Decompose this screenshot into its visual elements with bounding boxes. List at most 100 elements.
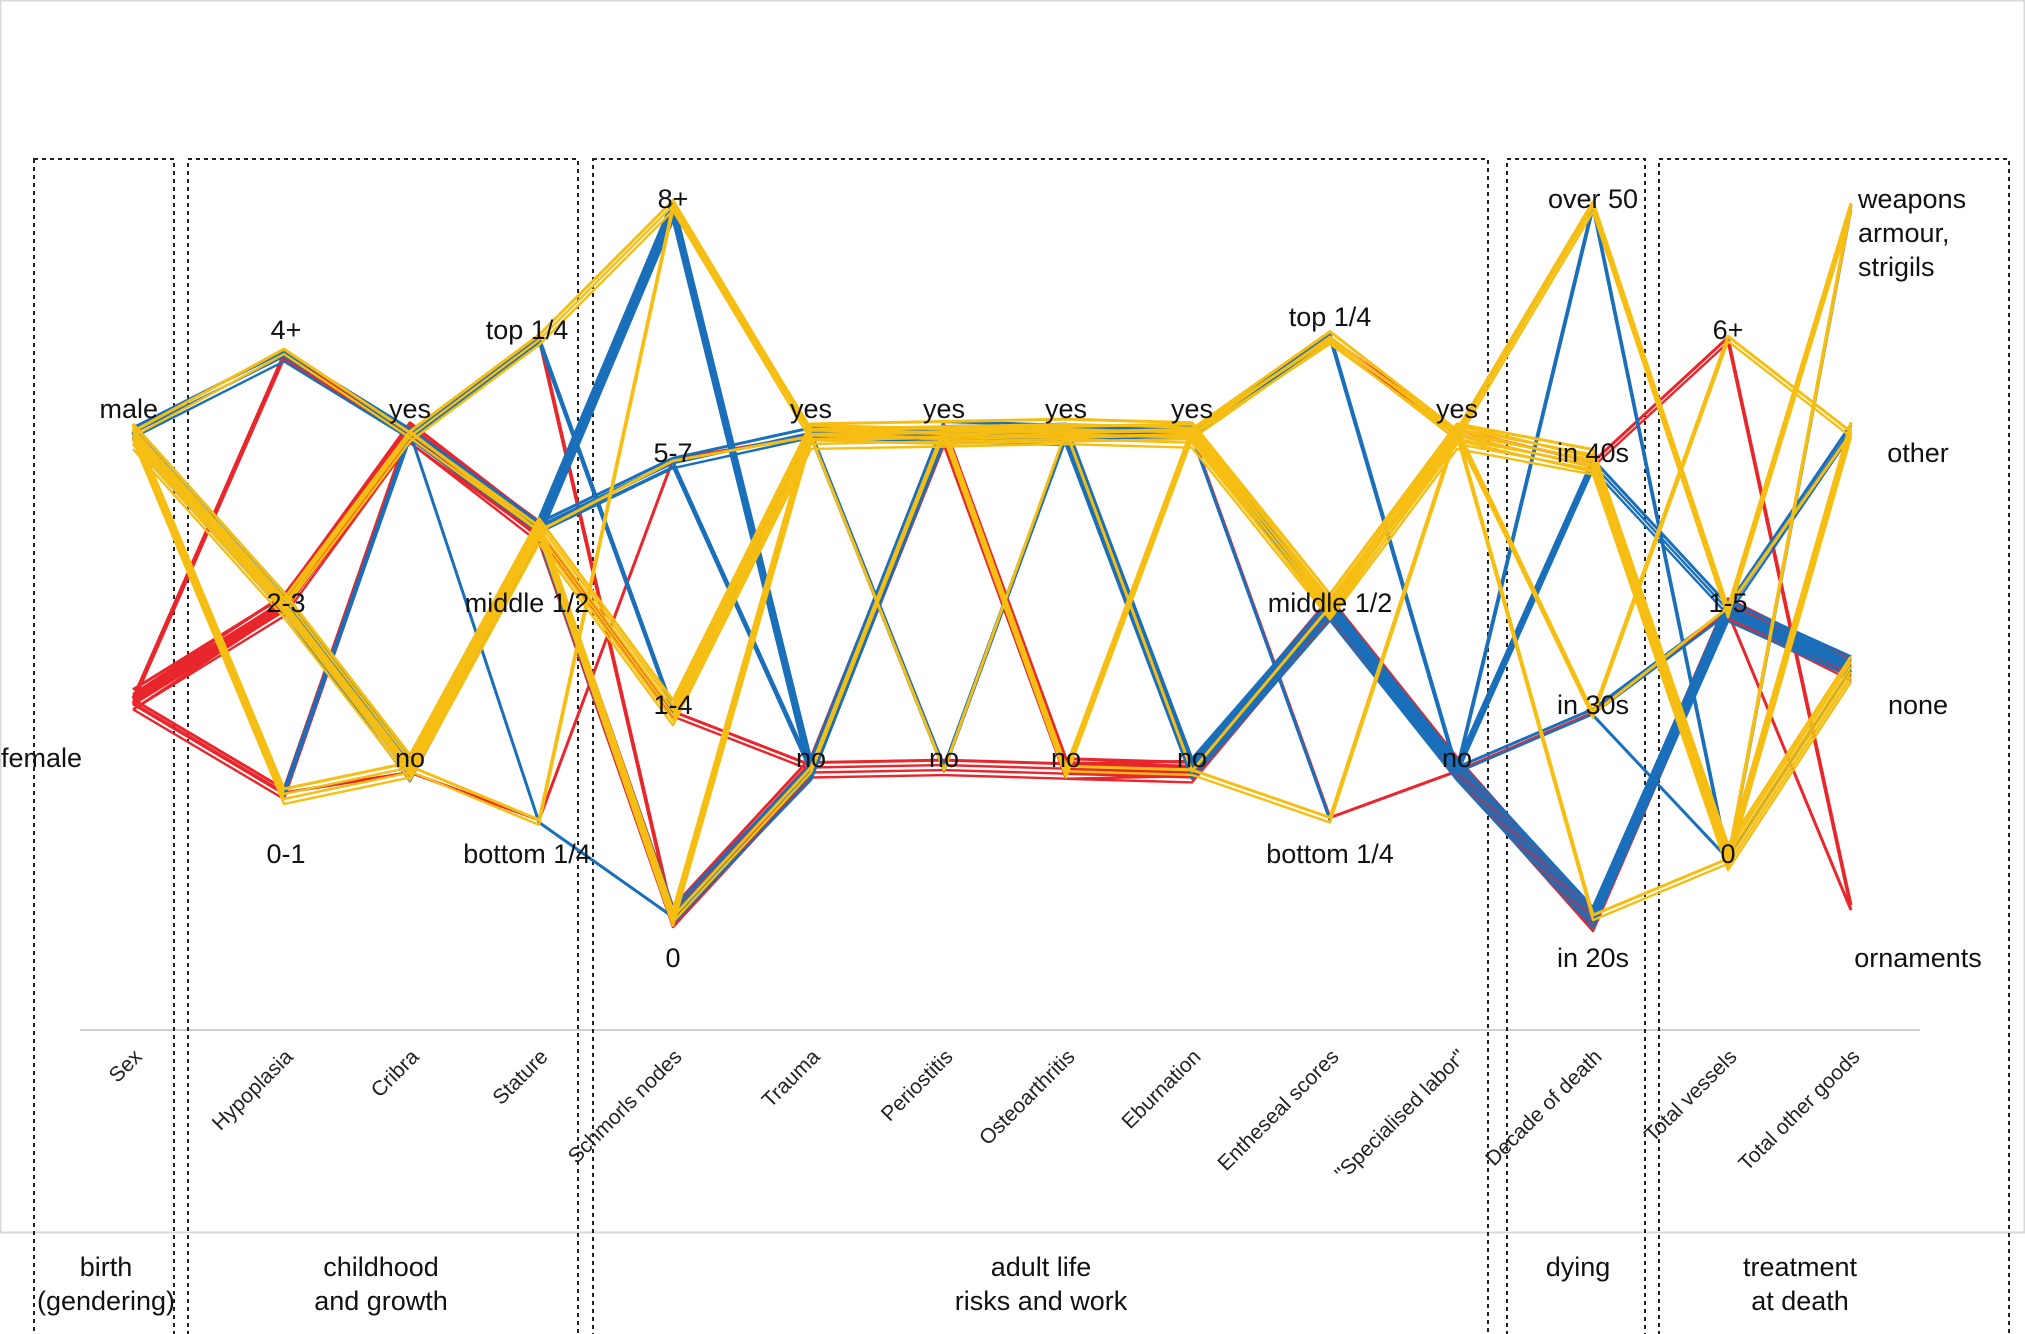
level-label: middle 1/2 [1268,588,1393,618]
series-line [131,426,1853,917]
group-label: adult life [991,1252,1092,1282]
level-label: bottom 1/4 [463,839,591,869]
level-label: yes [790,394,832,424]
level-label: 0 [665,943,680,973]
level-label: female [1,743,82,773]
level-label: strigils [1858,252,1935,282]
axis-label: Schmorls nodes [564,1045,687,1168]
series-line [132,209,1853,924]
level-label: yes [1436,394,1478,424]
axis-label: Cribra [367,1045,424,1102]
axis-label: "Specialised labor" [1331,1045,1471,1185]
axis-label: Total vessels [1640,1045,1741,1146]
axis-label: Sex [105,1045,147,1087]
series-line [132,426,1852,918]
axis-label: Osteoarthritis [975,1045,1080,1150]
axis-labels: Sex Hypoplasia Cribra Stature Schmorls nodes… [105,1045,1865,1185]
group-label: treatment [1743,1252,1858,1282]
series-line [131,431,1853,922]
level-label: no [1177,743,1207,773]
level-label: 0 [1720,839,1735,869]
level-label: no [929,743,959,773]
series-line [132,425,1852,917]
series-line [132,436,1852,928]
level-label: male [99,394,158,424]
level-label: 4+ [271,315,302,345]
level-label: armour, [1858,218,1950,248]
axis-label: Entheseal scores [1213,1045,1343,1175]
axis-label: Trauma [758,1045,825,1112]
series-line [132,435,1852,927]
group-label: at death [1751,1286,1849,1316]
axis-label: Eburnation [1117,1045,1205,1133]
axis-label: Decade of death [1481,1045,1606,1170]
level-label: 5-7 [653,438,692,468]
series-line [132,432,1852,924]
series-line [132,431,1852,923]
level-label: no [1442,743,1472,773]
series-line [132,442,1853,872]
series-line [132,441,1852,929]
series-line [131,417,1853,847]
level-label: yes [1171,394,1213,424]
group-boxes [33,158,2010,1334]
series-line [131,421,1853,913]
axis-label: Total other goods [1734,1045,1864,1175]
axis-label: Hypoplasia [208,1045,298,1135]
level-label: none [1888,690,1948,720]
level-label: yes [389,394,431,424]
group-labels: birth (gendering) childhood and growth a… [37,1252,1858,1316]
level-label: yes [1045,394,1087,424]
group-box-treatment [1658,158,2010,1334]
group-label: birth [80,1252,133,1282]
series-line [132,209,1852,827]
level-label: 0-1 [266,839,305,869]
series-line [132,437,1853,867]
level-label: 1-5 [1708,588,1747,618]
series-line [131,430,1853,919]
level-label: top 1/4 [1289,302,1372,332]
series-line [132,426,1852,914]
series-line [131,430,1853,773]
group-label: and growth [314,1286,448,1316]
level-label: ornaments [1854,943,1982,973]
group-box-adult-life [592,158,1489,1334]
level-label: no [395,743,425,773]
group-label: dying [1546,1252,1611,1282]
level-label: no [796,743,826,773]
series-line [132,430,1852,922]
level-label: other [1887,438,1949,468]
series-line [132,441,1852,933]
axis-label: Stature [488,1045,552,1109]
series-line [132,436,1852,924]
axis-label: Periostitis [877,1045,958,1126]
level-label: bottom 1/4 [1266,839,1394,869]
series-line [132,428,1852,921]
level-label: 8+ [658,184,689,214]
series-line [132,434,1852,925]
level-label: 2-3 [266,588,305,618]
group-box-dying [1506,158,1646,1334]
series-line [132,437,1852,929]
series-line [131,204,1852,822]
level-label: in 40s [1557,438,1629,468]
series-line [131,436,1853,927]
group-box-childhood [187,158,579,1334]
level-label: middle 1/2 [465,588,590,618]
series-line [131,422,1852,914]
level-label: no [1051,743,1081,773]
level-label: top 1/4 [486,315,569,345]
group-label: (gendering) [37,1286,175,1316]
group-box-birth [33,158,175,1334]
level-label: 6+ [1713,315,1744,345]
level-label: in 30s [1557,690,1629,720]
group-label: childhood [323,1252,439,1282]
series-line [132,427,1852,919]
series-lines [131,198,1853,933]
series-line [132,431,1852,919]
level-label: 1-4 [653,690,692,720]
series-line [132,431,1853,911]
level-label: yes [923,394,965,424]
level-labels: female male 0-1 2-3 4+ no yes bottom 1/4 middle … [1,184,1982,973]
